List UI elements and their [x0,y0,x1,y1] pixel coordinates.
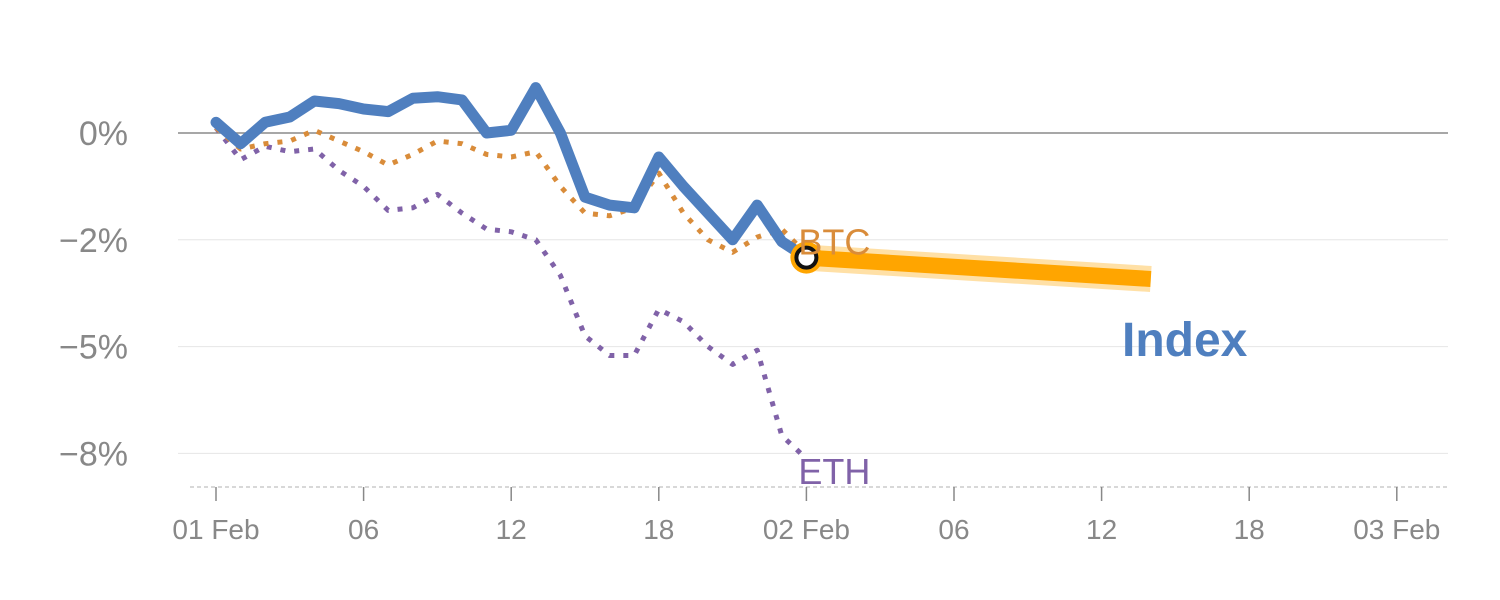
y-tick-label: −5% [59,329,128,367]
series-line-btc [214,125,809,256]
current-value-marker [794,245,819,270]
series-label-eth: ETH [798,451,870,492]
axis-layer: 0% −2% −5% −8% 01 Feb 06 12 18 02 Feb 06 12 18 03 Fe… [59,115,1448,545]
x-tick-label: 03 Feb [1353,514,1440,545]
y-tick-label: −2% [59,222,128,260]
series-layer [210,82,1152,461]
x-tick-label: 06 [938,514,969,545]
forecast-line [805,249,1152,287]
y-tick-label: 0% [79,115,128,153]
x-tick-label: 12 [496,514,527,545]
x-tick-label: 18 [1234,514,1265,545]
x-tick-label: 12 [1086,514,1117,545]
x-tick-label: 02 Feb [763,514,850,545]
y-tick-label: −8% [59,435,128,473]
series-line-index [210,82,812,264]
x-tick-label: 18 [643,514,674,545]
x-tick-label: 06 [348,514,379,545]
series-label-btc: BTC [798,221,870,262]
grid-layer [178,132,1448,454]
label-layer: BTC ETH Index [798,221,1247,492]
series-label-index: Index [1122,314,1248,367]
series-line-eth [214,126,809,461]
x-tick-label: 01 Feb [172,514,259,545]
